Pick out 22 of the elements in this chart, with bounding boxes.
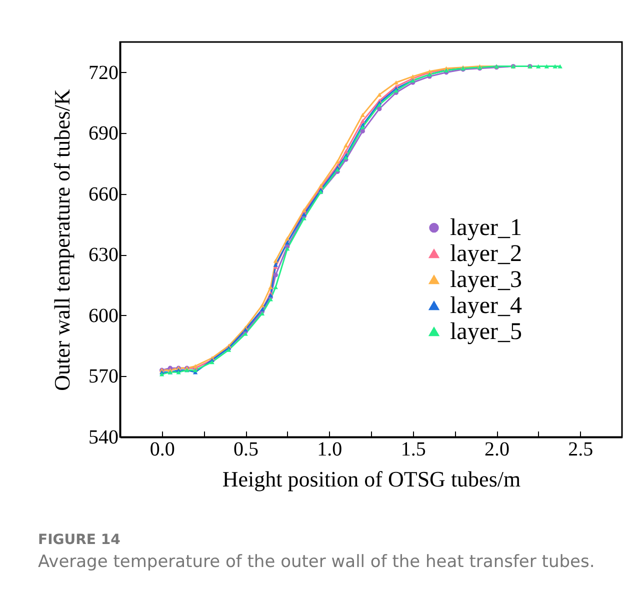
legend-label: layer_4	[450, 292, 522, 319]
legend-label: layer_1	[450, 214, 522, 241]
x-tick-label: 1.0	[317, 438, 342, 460]
y-tick-label: 540	[88, 426, 118, 448]
x-tick-label: 0.0	[150, 438, 175, 460]
y-tick-label: 570	[88, 366, 118, 388]
y-tick-label: 600	[88, 304, 118, 327]
y-tick-label: 660	[88, 183, 118, 206]
x-tick-label: 0.5	[234, 438, 258, 460]
caption: FIGURE 14	[38, 532, 122, 548]
x-tick-label: 2.5	[568, 438, 594, 460]
y-tick-label: 690	[88, 122, 118, 145]
x-axis-title: Height position of OTSG tubes/m	[222, 466, 521, 492]
legend-label: layer_2	[450, 240, 522, 267]
y-axis-title: Outer wall temperature of tubes/K	[50, 89, 74, 391]
y-tick-label: 630	[88, 244, 118, 266]
x-tick-label: 2.0	[484, 438, 510, 460]
y-tick-label: 720	[88, 62, 118, 84]
x-tick-label: 1.5	[400, 438, 426, 460]
text: Average temperature of the outer wall of the heat transfer tubes.	[38, 552, 595, 572]
legend-label: layer_5	[450, 318, 522, 345]
legend-label: layer_3	[450, 266, 522, 293]
